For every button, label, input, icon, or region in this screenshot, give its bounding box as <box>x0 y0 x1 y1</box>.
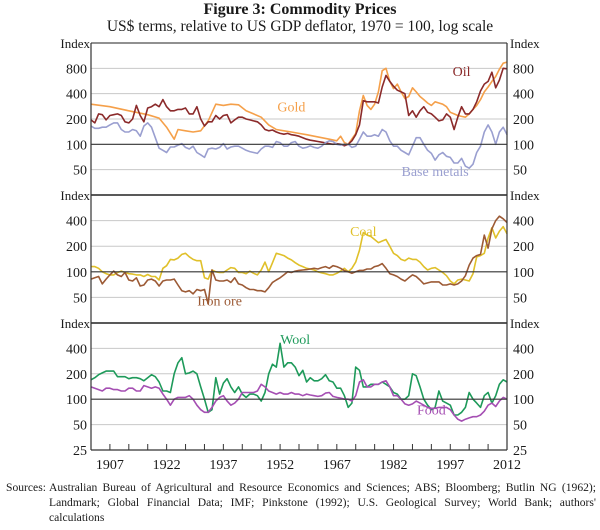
y-tick-label-left: 50 <box>73 291 87 306</box>
series-line-coal <box>91 225 508 285</box>
y-axis-label-right: Index <box>510 36 540 51</box>
x-tick-label: 1997 <box>436 458 464 473</box>
series-label-wool: Wool <box>280 333 310 348</box>
y-tick-label-right: 50 <box>513 419 527 434</box>
y-axis-label-left: Index <box>60 36 90 51</box>
series-label-gold: Gold <box>277 101 305 116</box>
y-tick-label-right: 100 <box>513 138 534 153</box>
series-line-iron-ore <box>90 215 508 305</box>
y-tick-label-left: 25 <box>73 444 87 459</box>
y-tick-label-right: 800 <box>513 62 534 77</box>
y-axis-label-right: Index <box>510 188 540 203</box>
y-tick-label-left: 50 <box>73 164 87 179</box>
series-line-base-metals <box>90 122 508 169</box>
x-tick-label: 1967 <box>323 458 351 473</box>
y-tick-label-right: 50 <box>513 291 527 306</box>
y-tick-label-left: 100 <box>66 266 87 281</box>
y-tick-label-right: 400 <box>513 88 534 103</box>
y-tick-label-right: 25 <box>513 444 527 459</box>
y-tick-label-right: 200 <box>513 240 534 255</box>
y-axis-label-left: Index <box>60 188 90 203</box>
chart-title: Figure 3: Commodity Prices <box>203 1 397 18</box>
y-tick-label-right: 100 <box>513 393 534 408</box>
x-tick-label: 2012 <box>493 458 521 473</box>
panel-middle: 50 50 100 100 200 200 400 400 Index Index Coal Iron… <box>60 188 540 310</box>
y-tick-label-left: 200 <box>66 113 87 128</box>
x-tick-label: 1922 <box>153 458 181 473</box>
series-label-oil: Oil <box>453 65 471 80</box>
series-line-gold <box>90 61 508 146</box>
y-tick-label-left: 200 <box>66 368 87 383</box>
y-tick-label-left: 100 <box>66 393 87 408</box>
y-tick-label-right: 100 <box>513 266 534 281</box>
x-tick-label: 1982 <box>380 458 408 473</box>
sources-label: Sources: <box>6 481 46 494</box>
y-tick-label-left: 50 <box>73 419 87 434</box>
series-label-iron-ore: Iron ore <box>197 295 242 310</box>
sources-note: Sources: Australian Bureau of Agricultur… <box>6 480 596 525</box>
series-line-wool <box>90 342 508 416</box>
y-tick-label-left: 800 <box>66 62 87 77</box>
sources-text: Australian Bureau of Agricultural and Re… <box>49 481 596 524</box>
y-axis-label-right: Index <box>510 316 540 331</box>
y-tick-label-left: 400 <box>66 215 87 230</box>
y-tick-label-right: 200 <box>513 113 534 128</box>
y-tick-label-left: 400 <box>66 342 87 357</box>
y-tick-label-right: 400 <box>513 342 534 357</box>
panel-top: 50 50 100 100 200 200 400 400 800 800 Index Index Go… <box>60 36 540 180</box>
y-tick-label-right: 400 <box>513 215 534 230</box>
panel-bottom: 25 25 50 50 100 100 200 200 400 400 Index Index Wool… <box>60 316 540 473</box>
series-label-food: Food <box>417 403 446 418</box>
y-tick-label-left: 100 <box>66 138 87 153</box>
series-label-coal: Coal <box>350 225 377 240</box>
x-tick-label: 1907 <box>96 458 124 473</box>
chart-subtitle: US$ terms, relative to US GDP deflator, … <box>106 18 494 35</box>
series-label-base-metals: Base metals <box>402 165 469 180</box>
y-tick-label-right: 200 <box>513 368 534 383</box>
series-line-oil <box>90 67 508 147</box>
y-tick-label-left: 400 <box>66 88 87 103</box>
series-line-food <box>90 379 508 422</box>
x-tick-label: 1937 <box>209 458 237 473</box>
y-tick-label-right: 50 <box>513 164 527 179</box>
y-tick-label-left: 200 <box>66 240 87 255</box>
y-axis-label-left: Index <box>60 316 90 331</box>
x-tick-label: 1952 <box>266 458 294 473</box>
